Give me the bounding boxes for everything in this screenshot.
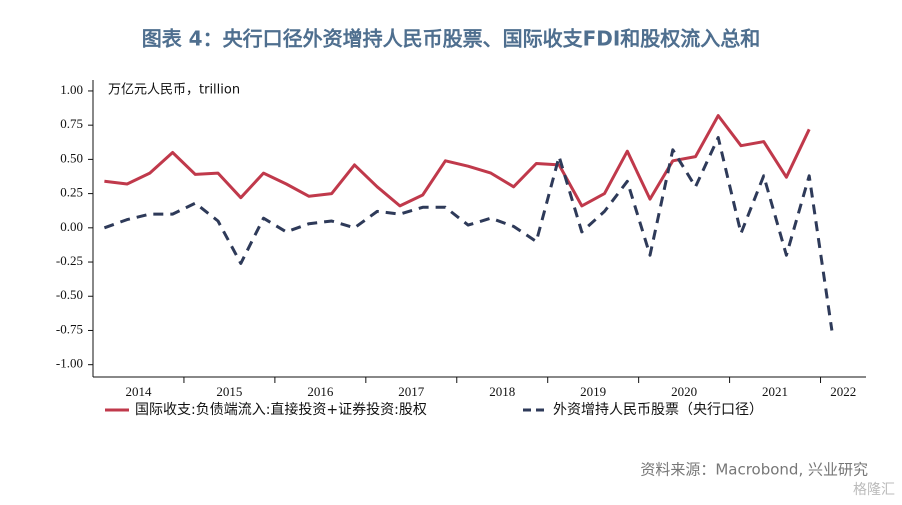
y-tick-label: -1.00 — [56, 356, 83, 371]
y-tick-label: 0.50 — [60, 150, 83, 165]
x-tick-label: 2020 — [671, 384, 697, 399]
legend-label: 国际收支:负债端流入:直接投资+证券投资:股权 — [135, 401, 427, 418]
x-tick-label: 2018 — [489, 384, 515, 399]
x-tick-label: 2014 — [125, 384, 152, 399]
y-tick-label: 0.75 — [60, 116, 83, 131]
source: 资料来源：Macrobond, 兴业研究 — [640, 461, 868, 479]
x-tick-label: 2016 — [307, 384, 334, 399]
x-tick-label: 2021 — [762, 384, 788, 399]
y-tick-label: 0.25 — [60, 185, 83, 200]
chart-title: 图表 4：央行口径外资增持人民币股票、国际收支FDI和股权流入总和 — [142, 27, 761, 51]
y-tick-label: -0.50 — [56, 287, 83, 302]
legend-label: 外资增持人民币股票（央行口径） — [553, 402, 763, 418]
y-tick-label: 0.00 — [60, 219, 83, 234]
x-tick-label: 2022 — [830, 384, 856, 399]
watermark: 格隆汇 — [853, 482, 895, 498]
y-tick-label: 1.00 — [60, 82, 83, 97]
y-tick-label: -0.75 — [56, 321, 83, 336]
x-tick-label: 2019 — [580, 384, 606, 399]
y-tick-label: -0.25 — [56, 253, 83, 268]
x-tick-label: 2017 — [398, 384, 425, 399]
x-tick-label: 2015 — [216, 384, 242, 399]
series-line — [104, 114, 811, 208]
series-line — [103, 136, 834, 331]
y-axis-label: 万亿元人民币，trillion — [108, 83, 240, 98]
